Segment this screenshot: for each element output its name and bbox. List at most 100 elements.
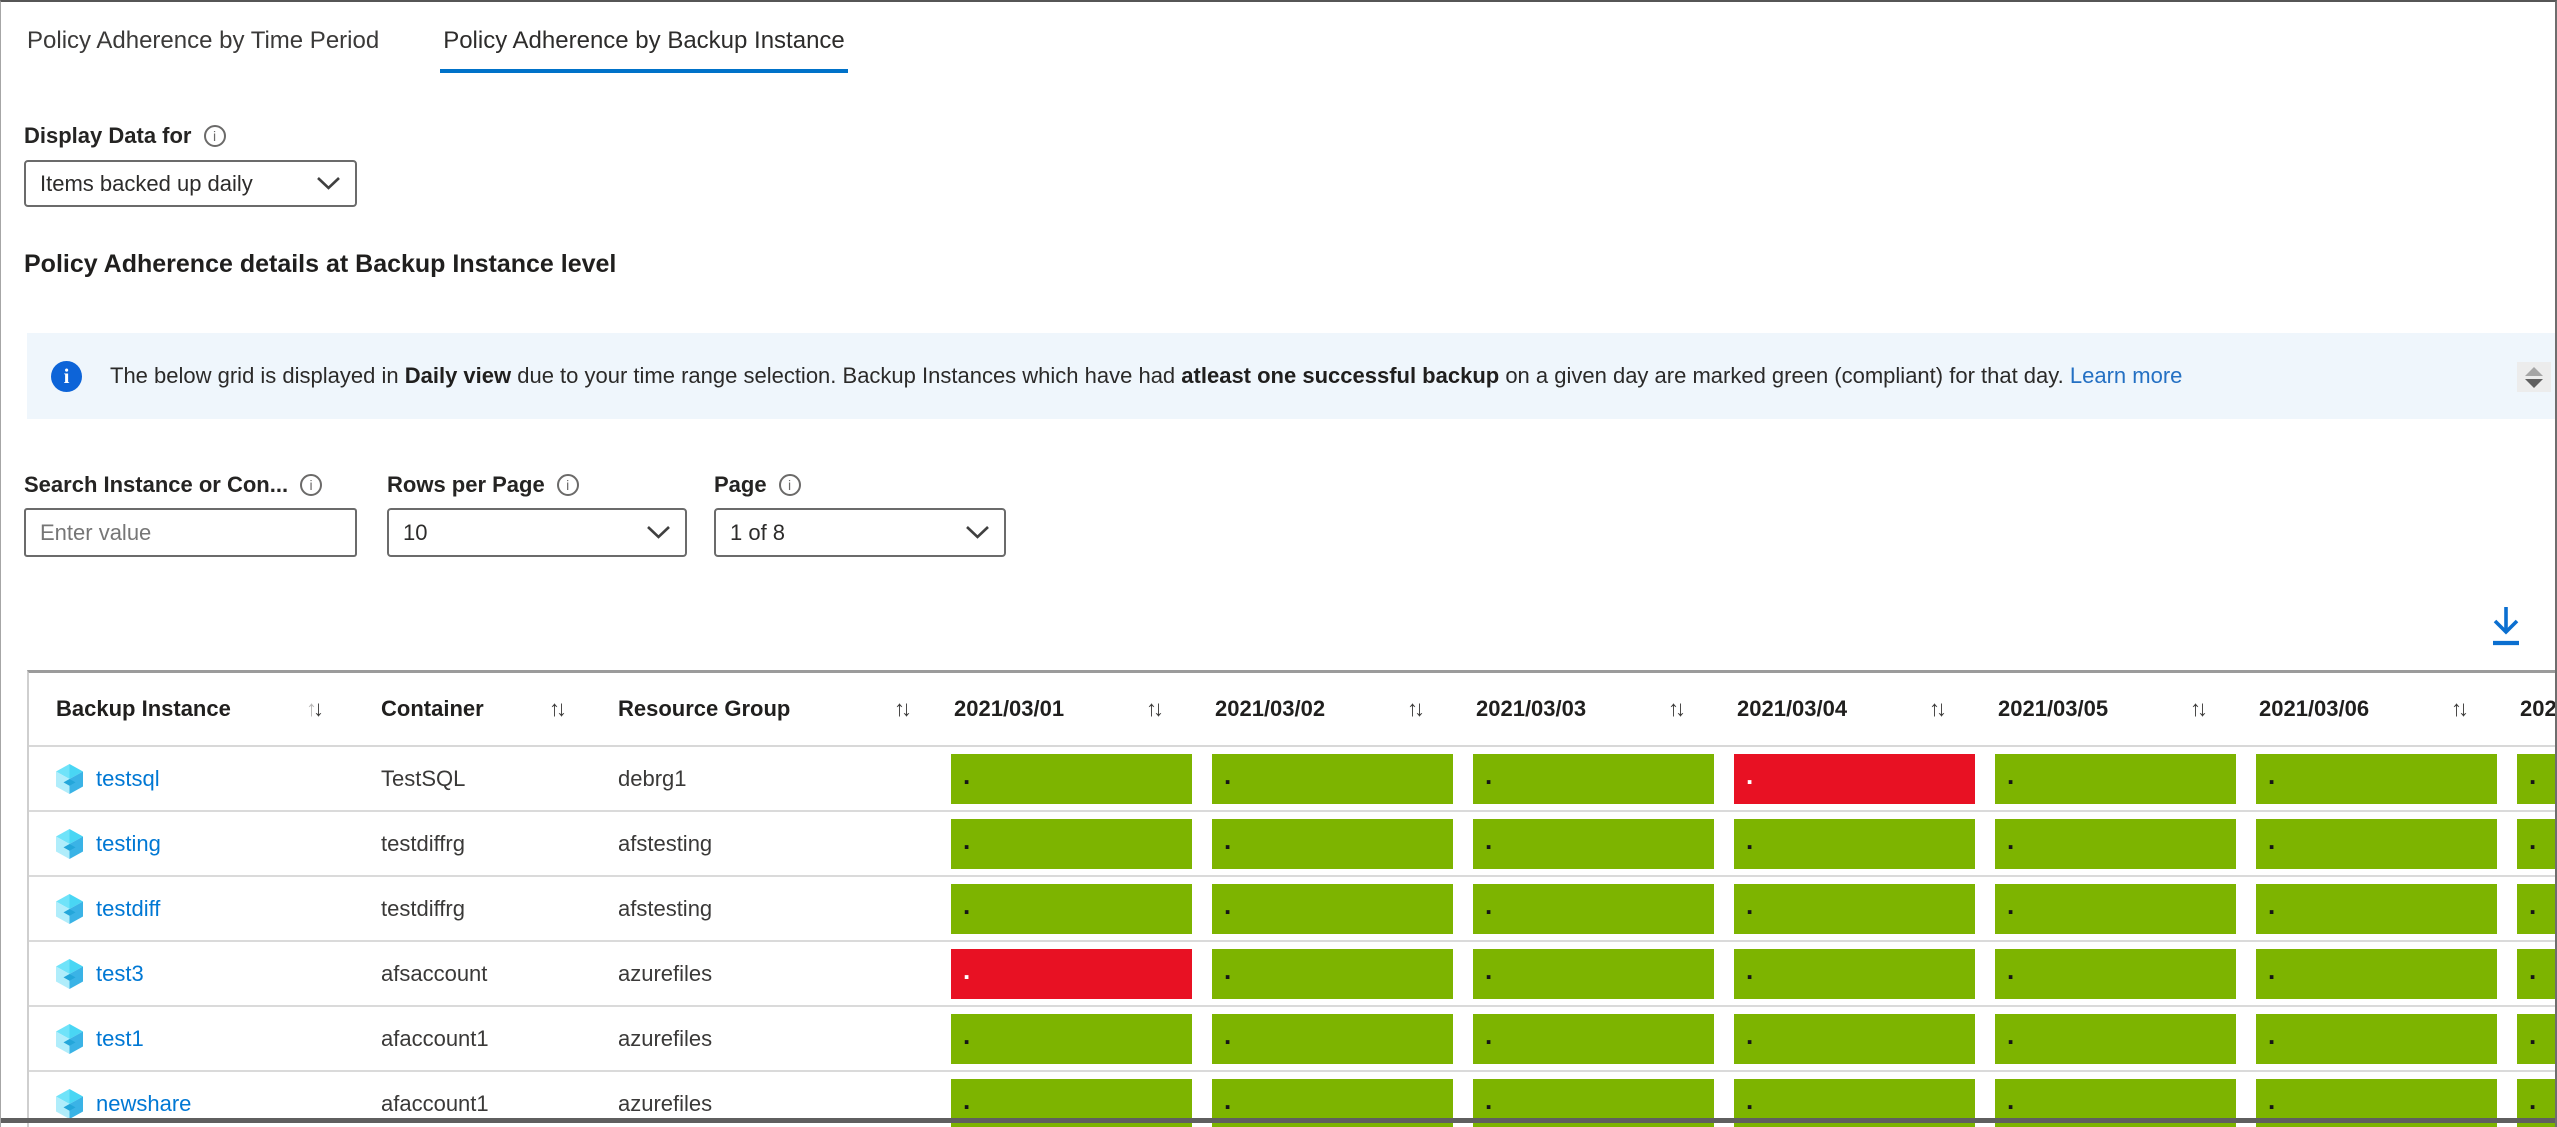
adherence-status-cell-green: .: [1734, 949, 1975, 999]
column-header-date[interactable]: 2021/03/01: [954, 696, 1065, 721]
adherence-status-cell-green: .: [1212, 1014, 1453, 1064]
sort-icon[interactable]: ↑↓: [894, 696, 912, 722]
column-header-date[interactable]: 202: [2520, 696, 2555, 721]
adherence-status-cell-green: .: [2256, 949, 2497, 999]
status-dot: .: [963, 760, 971, 790]
page-select[interactable]: 1 of 8: [714, 508, 1006, 557]
adherence-status-cell-green: .: [1473, 949, 1714, 999]
sort-up-arrow: ↑: [549, 696, 560, 721]
backup-instance-cube-icon: [56, 893, 83, 924]
info-icon[interactable]: i: [556, 474, 579, 496]
column-header-resource-group[interactable]: Resource Group: [618, 696, 791, 721]
adherence-status-cell-green: .: [1212, 754, 1453, 804]
backup-instance-link[interactable]: test1: [96, 1025, 144, 1051]
backup-instance-cell: testsql: [56, 763, 160, 794]
status-dot: .: [1224, 890, 1232, 920]
status-dot: .: [1746, 955, 1754, 985]
backup-instance-cell: test1: [56, 1023, 144, 1054]
status-dot: .: [2529, 890, 2537, 920]
sort-up-arrow: ↑: [1929, 696, 1940, 721]
adherence-status-cell-green: .: [1734, 1014, 1975, 1064]
status-dot: .: [1224, 825, 1232, 855]
status-dot: .: [2007, 1020, 2015, 1050]
backup-instance-cube-icon: [56, 958, 83, 989]
banner-text-segment: due to your time range selection. Backup…: [511, 363, 1182, 388]
backup-instance-cell: testdiff: [56, 893, 161, 924]
spinner-control[interactable]: [2517, 362, 2551, 392]
download-icon: [2493, 607, 2519, 646]
table-row: testsql TestSQL debrg1.......: [29, 747, 2555, 812]
column-header-backup-instance[interactable]: Backup Instance: [56, 696, 231, 721]
sort-down-arrow: ↓: [2458, 696, 2469, 721]
sort-down-arrow: ↓: [901, 696, 912, 721]
column-header-date[interactable]: 2021/03/05: [1998, 696, 2109, 721]
sort-down-arrow: ↓: [1414, 696, 1425, 721]
table-row: testing testdiffrg afstesting.......: [29, 812, 2555, 877]
sort-up-arrow: ↑: [2190, 696, 2201, 721]
sort-icon[interactable]: ↑↓: [1146, 696, 1164, 722]
tab-policy-adherence-by-backup-instance[interactable]: Policy Adherence by Backup Instance: [440, 2, 848, 73]
column-header-date[interactable]: 2021/03/06: [2259, 696, 2370, 721]
status-dot: .: [2268, 825, 2276, 855]
adherence-status-cell-green: .: [1995, 884, 2236, 934]
resource-group-cell: afstesting: [618, 895, 713, 921]
sort-icon[interactable]: ↑↓: [1668, 696, 1686, 722]
page-label: Page: [714, 472, 767, 497]
column-header-container[interactable]: Container: [381, 696, 484, 721]
adherence-status-cell-green: .: [2517, 1014, 2555, 1064]
tab-policy-adherence-by-time-period[interactable]: Policy Adherence by Time Period: [27, 27, 380, 54]
info-icon[interactable]: i: [778, 474, 801, 496]
display-data-for-select[interactable]: Items backed up daily: [24, 160, 357, 207]
info-icon[interactable]: i: [300, 474, 323, 496]
backup-instance-link[interactable]: newshare: [96, 1090, 192, 1116]
status-dot: .: [2268, 1085, 2276, 1115]
display-data-for-value: Items backed up daily: [40, 170, 253, 196]
adherence-status-cell-green: .: [1995, 949, 2236, 999]
column-header-date[interactable]: 2021/03/04: [1737, 696, 1848, 721]
status-dot: .: [2007, 760, 2015, 790]
search-label-row: Search Instance or Con... i: [24, 472, 323, 498]
status-dot: .: [1224, 1085, 1232, 1115]
status-dot: .: [1746, 825, 1754, 855]
adherence-status-cell-green: .: [2256, 819, 2497, 869]
container-cell: TestSQL: [381, 765, 466, 791]
search-input[interactable]: [24, 508, 357, 557]
backup-instance-link[interactable]: testdiff: [96, 895, 161, 921]
adherence-status-cell-green: .: [1734, 819, 1975, 869]
sort-icon[interactable]: ↑↓: [549, 696, 567, 722]
status-dot: .: [2007, 1085, 2015, 1115]
chevron-down-icon: [647, 526, 670, 539]
info-icon[interactable]: i: [203, 125, 226, 147]
status-dot: .: [963, 1085, 971, 1115]
backup-instance-link[interactable]: testsql: [96, 765, 160, 791]
status-dot: .: [963, 955, 971, 985]
sort-icon[interactable]: ↑↓: [1407, 696, 1425, 722]
sort-icon[interactable]: ↑↓: [306, 696, 324, 722]
spinner-down-icon[interactable]: [2525, 378, 2543, 388]
learn-more-link[interactable]: Learn more: [2069, 363, 2183, 388]
backup-instance-link[interactable]: test3: [96, 960, 144, 986]
container-cell: testdiffrg: [381, 830, 465, 856]
status-dot: .: [1485, 760, 1493, 790]
sort-up-arrow: ↑: [894, 696, 905, 721]
banner-text-segment: on a given day are marked green (complia…: [1499, 363, 2070, 388]
tab-bar: Policy Adherence by Time Period Policy A…: [24, 2, 848, 73]
column-header-date[interactable]: 2021/03/03: [1476, 696, 1587, 721]
column-header-date[interactable]: 2021/03/02: [1215, 696, 1326, 721]
sort-icon[interactable]: ↑↓: [2190, 696, 2208, 722]
spinner-up-icon[interactable]: [2525, 366, 2543, 376]
backup-instance-link[interactable]: testing: [96, 830, 161, 856]
table-row: test3 afsaccount azurefiles.......: [29, 942, 2555, 1007]
status-dot: .: [1746, 1020, 1754, 1050]
download-button[interactable]: [2483, 602, 2529, 654]
sort-icon[interactable]: ↑↓: [2451, 696, 2469, 722]
sort-up-arrow: ↑: [1668, 696, 1679, 721]
status-dot: .: [2007, 890, 2015, 920]
container-cell: afaccount1: [381, 1090, 489, 1116]
table-row: testdiff testdiffrg afstesting.......: [29, 877, 2555, 942]
rows-per-page-select[interactable]: 10: [387, 508, 687, 557]
sort-up-arrow: ↑: [1407, 696, 1418, 721]
adherence-status-cell-green: .: [2517, 884, 2555, 934]
status-dot: .: [2529, 1085, 2537, 1115]
sort-icon[interactable]: ↑↓: [1929, 696, 1947, 722]
